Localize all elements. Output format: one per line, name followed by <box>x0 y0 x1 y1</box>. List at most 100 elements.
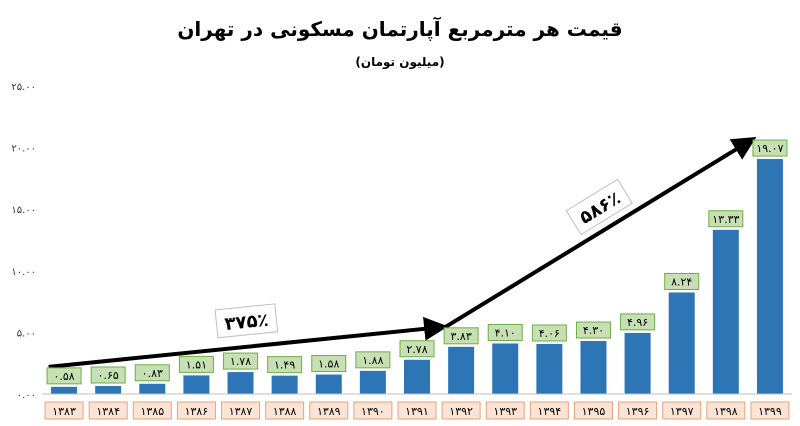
value-label: ۰.۵۸ <box>46 367 82 385</box>
value-label-text: ۱.۸۸ <box>362 354 383 367</box>
bar <box>359 370 386 394</box>
trend-arrow <box>48 316 449 369</box>
value-label-text: ۱۹.۰۷ <box>756 142 783 155</box>
bar <box>315 374 342 394</box>
x-tick-label-text: ۱۳۹۵ <box>582 405 606 418</box>
value-label: ۱۹.۰۷ <box>752 139 788 157</box>
bar <box>712 229 739 394</box>
x-tick-label-text: ۱۳۹۱ <box>405 405 429 418</box>
trend-label-box <box>214 303 279 339</box>
x-tick-label-text: ۱۳۸۶ <box>185 405 209 418</box>
value-label-text: ۸.۲۴ <box>671 275 692 288</box>
value-label: ۱.۷۸ <box>223 352 259 370</box>
trend-label-text: ۳۷۵٪ <box>224 310 270 335</box>
x-tick-label: ۱۳۹۲ <box>441 401 481 420</box>
trend-arrows: ۳۷۵٪ ۵۸۶٪ <box>48 136 757 369</box>
value-label: ۱.۵۱ <box>178 355 214 373</box>
x-tick-label: ۱۳۸۳ <box>44 401 84 420</box>
x-tick-label-text: ۱۳۹۶ <box>626 405 650 418</box>
trend-percent-label: ۵۸۶٪ <box>565 178 633 236</box>
value-label: ۴.۹۶ <box>620 313 656 331</box>
value-label-text: ۴.۱۰ <box>495 326 516 339</box>
value-label-text: ۱.۵۱ <box>186 358 207 371</box>
y-tick-label: ۵.۰۰ <box>17 328 36 339</box>
value-label: ۳.۸۳ <box>443 327 479 345</box>
x-tick-label: ۱۳۸۹ <box>309 401 349 420</box>
x-tick-label-text: ۱۳۸۳ <box>52 405 76 418</box>
bar <box>580 341 607 394</box>
value-label-text: ۰.۵۸ <box>53 370 74 383</box>
bar <box>51 386 78 394</box>
bar <box>492 343 519 394</box>
x-tick-label-text: ۱۳۸۵ <box>140 405 164 418</box>
bar <box>756 159 783 394</box>
x-tick-label: ۱۳۹۱ <box>397 401 437 420</box>
x-tick-label: ۱۳۸۷ <box>221 401 261 420</box>
x-tick-label: ۱۳۹۰ <box>353 401 393 420</box>
value-label: ۴.۰۶ <box>531 324 567 342</box>
x-tick-label-text: ۱۳۹۲ <box>449 405 473 418</box>
x-tick-label: ۱۳۸۴ <box>88 401 128 420</box>
value-label: ۸.۲۴ <box>664 272 700 290</box>
value-label-text: ۱.۵۸ <box>318 358 339 371</box>
x-tick-label: ۱۳۹۵ <box>573 401 613 420</box>
bar <box>624 332 651 394</box>
chart-title: قیمت هر مترمربع آپارتمان مسکونی در تهران <box>177 16 622 42</box>
value-label: ۱.۵۸ <box>311 355 347 373</box>
bar <box>139 383 166 394</box>
x-tick-label-text: ۱۳۸۴ <box>96 405 120 418</box>
trend-arrow <box>444 136 757 329</box>
category-labels: ۱۳۸۳ ۱۳۸۴ ۱۳۸۵ ۱۳۸۶ ۱۳۸۷ ۱۳۸۸ ۱۳۸۹ ۱۳۹۰ ۱۳۹۱ ۱۳۹۲… <box>44 401 790 420</box>
x-tick-label: ۱۳۹۹ <box>750 401 790 420</box>
bar <box>536 343 563 394</box>
value-label-text: ۰.۶۵ <box>98 369 119 382</box>
x-tick-label-text: ۱۳۹۴ <box>538 405 562 418</box>
x-tick-label-text: ۱۳۹۸ <box>714 405 738 418</box>
value-label: ۴.۳۰ <box>575 321 611 339</box>
y-tick-label: ۱۵.۰۰ <box>11 205 36 216</box>
bar <box>448 346 475 394</box>
bar <box>95 385 122 394</box>
value-label-text: ۳.۸۳ <box>451 330 472 343</box>
x-tick-label: ۱۳۹۷ <box>662 401 702 420</box>
x-tick-label-text: ۱۳۹۳ <box>493 405 517 418</box>
bar <box>668 292 695 394</box>
value-label-text: ۴.۰۶ <box>539 327 560 340</box>
value-label: ۰.۶۵ <box>90 366 126 384</box>
trend-percent-label: ۳۷۵٪ <box>214 303 279 339</box>
y-axis: ۰.۰۰ ۵.۰۰ ۱۰.۰۰ ۱۵.۰۰ ۲۰.۰۰ ۲۵.۰۰ <box>11 82 36 401</box>
x-tick-label-text: ۱۳۹۰ <box>361 405 385 418</box>
bar <box>271 375 298 394</box>
x-tick-label-text: ۱۳۸۸ <box>273 405 297 418</box>
value-label: ۴.۱۰ <box>487 323 523 341</box>
value-label-text: ۱۳.۳۳ <box>712 213 739 226</box>
value-label-text: ۴.۳۰ <box>583 324 604 337</box>
value-label-text: ۲.۷۸ <box>406 343 427 356</box>
value-label: ۱.۸۸ <box>355 351 391 369</box>
x-tick-label: ۱۳۸۵ <box>132 401 172 420</box>
x-tick-label-text: ۱۳۸۷ <box>229 405 253 418</box>
x-tick-label-text: ۱۳۸۹ <box>317 405 341 418</box>
value-label-text: ۰.۸۳ <box>142 367 163 380</box>
x-tick-label: ۱۳۸۸ <box>265 401 305 420</box>
y-tick-label: ۰.۰۰ <box>17 390 36 401</box>
bars <box>42 159 792 395</box>
y-tick-label: ۲۵.۰۰ <box>11 82 36 93</box>
x-tick-label: ۱۳۹۳ <box>485 401 525 420</box>
x-tick-label: ۱۳۹۴ <box>529 401 569 420</box>
y-tick-label: ۱۰.۰۰ <box>11 267 36 278</box>
value-label: ۱۳.۳۳ <box>708 210 744 228</box>
value-label: ۱.۴۹ <box>267 356 303 374</box>
x-tick-label: ۱۳۹۶ <box>618 401 658 420</box>
bar <box>183 375 210 394</box>
value-label: ۰.۸۳ <box>134 364 170 382</box>
x-tick-label-text: ۱۳۹۹ <box>758 405 782 418</box>
x-tick-label: ۱۳۹۸ <box>706 401 746 420</box>
bar <box>227 372 254 394</box>
chart-subtitle: (میلیون تومان) <box>355 55 444 70</box>
x-tick-label-text: ۱۳۹۷ <box>670 405 694 418</box>
value-label-text: ۱.۴۹ <box>274 359 295 372</box>
value-label-text: ۱.۷۸ <box>230 355 251 368</box>
value-labels: ۰.۵۸ ۰.۶۵ ۰.۸۳ ۱.۵۱ ۱.۷۸ ۱.۴۹ ۱.۵۸ ۱.۸۸ ۲.۷۸ ۳.۸۳… <box>46 139 788 385</box>
bar <box>404 359 430 394</box>
